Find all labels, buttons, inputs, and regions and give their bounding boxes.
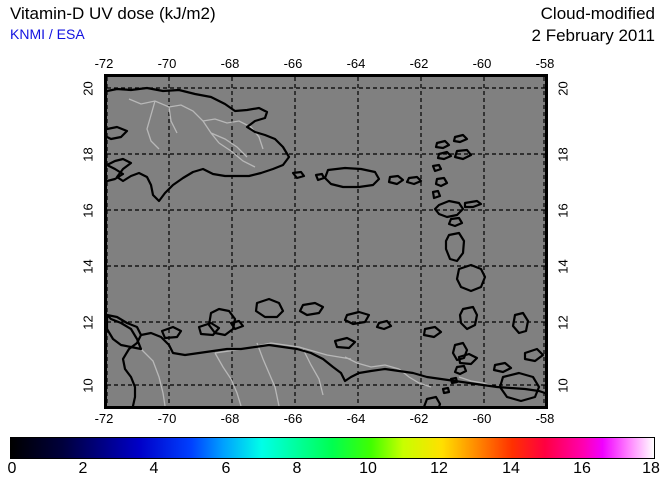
x-tick-top-1: -70 [157,56,177,71]
y-tick-left-2-label: 16 [80,203,96,218]
y-tick-left-3: 14 [78,259,98,273]
colorbar-tick-3: 6 [221,460,231,477]
x-tick-top-5: -62 [409,56,429,71]
product-label: Cloud-modified [540,4,655,23]
colorbar-tick-5: 10 [359,460,377,477]
page-title: Vitamin-D UV dose (kJ/m2) [10,4,216,23]
map-canvas[interactable] [107,77,545,406]
y-tick-right-0: 20 [553,81,573,95]
coastlines [107,86,545,406]
y-tick-left-3-label: 14 [80,259,96,274]
colorbar[interactable] [10,437,655,459]
colorbar-tick-7: 14 [502,460,520,477]
y-tick-right-3: 14 [553,259,573,273]
y-tick-right-5: 10 [553,378,573,392]
x-tick-bottom-6: -60 [472,411,492,426]
gridlines [107,77,545,406]
y-tick-left-1: 18 [78,147,98,161]
x-tick-bottom-5: -62 [409,411,429,426]
y-tick-left-4-label: 12 [80,315,96,330]
y-tick-right-5-label: 10 [555,378,571,393]
colorbar-tick-1: 2 [78,460,88,477]
x-tick-bottom-3: -66 [283,411,303,426]
x-tick-bottom-7: -58 [535,411,555,426]
y-tick-left-1-label: 18 [80,147,96,162]
y-tick-right-4: 12 [553,315,573,329]
y-tick-right-2: 16 [553,203,573,217]
x-tick-bottom-2: -68 [220,411,240,426]
colorbar-tick-2: 4 [149,460,159,477]
y-tick-right-4-label: 12 [555,315,571,330]
y-tick-right-3-label: 14 [555,259,571,274]
y-tick-left-2: 16 [78,203,98,217]
x-tick-bottom-1: -70 [157,411,177,426]
date-label: 2 February 2011 [531,26,655,45]
colorbar-gradient [10,437,655,459]
x-tick-top-0: -72 [94,56,114,71]
colorbar-tick-9: 18 [642,460,660,477]
y-tick-right-1-label: 18 [555,147,571,162]
y-tick-left-5: 10 [78,378,98,392]
colorbar-tick-6: 12 [430,460,448,477]
map-plot[interactable] [104,74,548,409]
colorbar-tick-8: 16 [573,460,591,477]
map-graphic [107,77,545,406]
y-tick-left-5-label: 10 [80,378,96,393]
y-tick-right-2-label: 16 [555,203,571,218]
admin-borders [128,98,496,406]
x-tick-bottom-4: -64 [346,411,366,426]
y-tick-left-0-label: 20 [80,81,96,96]
x-tick-top-6: -60 [472,56,492,71]
colorbar-tick-4: 8 [292,460,302,477]
y-tick-right-0-label: 20 [555,81,571,96]
x-tick-top-2: -68 [220,56,240,71]
x-tick-bottom-0: -72 [94,411,114,426]
x-tick-top-4: -64 [346,56,366,71]
x-tick-top-3: -66 [283,56,303,71]
x-tick-top-7: -58 [535,56,555,71]
y-tick-left-0: 20 [78,81,98,95]
y-tick-left-4: 12 [78,315,98,329]
colorbar-tick-0: 0 [7,460,17,477]
agency-credit: KNMI / ESA [10,26,85,42]
y-tick-right-1: 18 [553,147,573,161]
